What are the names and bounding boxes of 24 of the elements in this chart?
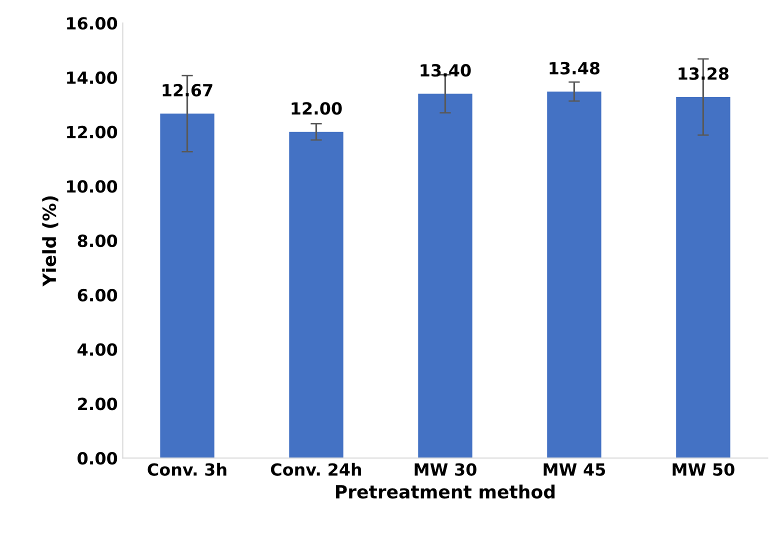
bar	[418, 94, 472, 458]
data-label: 13.48	[550, 62, 600, 74]
bar	[160, 114, 214, 458]
y-tick-label: 10.00	[67, 180, 118, 193]
y-axis-title: Yield (%)	[42, 196, 58, 287]
y-tick-label: 12.00	[67, 126, 118, 138]
data-label: 13.40	[420, 64, 471, 77]
x-tick-label: MW 30	[414, 463, 476, 476]
y-tick-label: 0.00	[78, 452, 118, 465]
y-tick-label: 8.00	[78, 234, 118, 248]
bar	[676, 97, 730, 458]
y-tick-label: 4.00	[78, 343, 118, 356]
bar	[547, 92, 602, 458]
x-axis-title: Pretreatment method	[336, 484, 555, 499]
x-tick-label: Conv. 3h	[148, 462, 226, 476]
x-tick-label: MW 50	[672, 463, 734, 476]
data-label: 12.00	[292, 102, 342, 115]
y-tick-label: 16.00	[67, 17, 118, 30]
y-tick-label: 2.00	[78, 398, 118, 410]
x-tick-label: MW 45	[544, 463, 606, 476]
y-tick-label: 6.00	[78, 288, 118, 302]
bar	[289, 132, 344, 458]
x-tick-label: Conv. 24h	[270, 462, 362, 476]
y-tick-label: 14.00	[67, 71, 118, 84]
